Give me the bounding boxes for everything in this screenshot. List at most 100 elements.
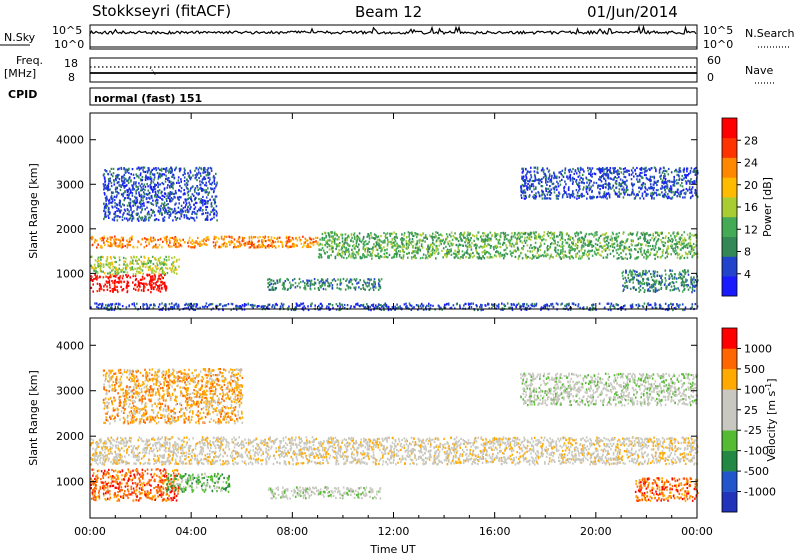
power-cell	[341, 244, 344, 247]
power-cell	[279, 280, 281, 283]
power-cell	[496, 250, 498, 253]
power-cell	[415, 236, 418, 239]
power-cell	[672, 184, 675, 187]
power-cell	[616, 257, 619, 260]
power-cell	[638, 186, 640, 189]
power-cell	[116, 269, 119, 272]
power-cell	[693, 180, 695, 183]
power-cell	[506, 246, 508, 249]
power-cell	[113, 183, 116, 186]
power-cell	[140, 243, 142, 246]
power-cell	[476, 244, 478, 247]
power-cell	[303, 244, 305, 247]
power-cell	[112, 197, 114, 200]
power-cell	[169, 214, 172, 217]
power-cell	[168, 197, 171, 200]
power-cell	[331, 245, 334, 248]
power-cell	[161, 198, 164, 201]
freq-label-1: Freq.	[16, 54, 43, 67]
power-cell	[362, 247, 365, 250]
power-cell	[435, 250, 438, 253]
power-cell	[123, 184, 126, 187]
power-cell	[378, 242, 380, 245]
power-cell	[350, 254, 352, 257]
power-cell	[630, 169, 633, 172]
power-cell	[261, 242, 264, 245]
power-cell	[366, 253, 369, 256]
power-cell	[594, 252, 596, 255]
power-cell	[648, 241, 650, 244]
power-cell	[288, 238, 291, 242]
power-cell	[590, 170, 592, 173]
power-cell	[155, 266, 157, 269]
power-cell	[679, 170, 682, 173]
power-cell	[305, 245, 308, 248]
power-cell	[141, 207, 143, 211]
power-cell	[563, 253, 565, 257]
power-cell	[654, 289, 657, 292]
power-cell	[142, 196, 144, 199]
power-cell	[415, 249, 417, 252]
power-cell	[408, 251, 410, 254]
power-cell	[358, 248, 360, 251]
power-cell	[387, 240, 389, 243]
power-cell	[526, 249, 529, 252]
power-cell	[608, 196, 611, 199]
power-cell	[402, 253, 405, 257]
power-cell	[260, 245, 263, 248]
power-cell	[348, 253, 351, 256]
power-cell	[561, 243, 564, 246]
power-cell	[576, 194, 579, 197]
power-cell	[144, 219, 146, 222]
power-cell	[648, 234, 650, 237]
power-cell	[272, 283, 275, 286]
power-cell	[248, 240, 251, 243]
power-cell	[688, 188, 691, 191]
power-cell	[118, 199, 121, 202]
power-cell	[152, 239, 155, 242]
power-cell	[135, 259, 137, 262]
power-cell	[535, 237, 538, 240]
power-cell	[439, 241, 442, 244]
power-cell	[115, 275, 117, 278]
power-cell	[571, 176, 574, 179]
power-cell	[151, 269, 154, 272]
power-cell	[120, 285, 122, 288]
power-cell	[622, 191, 625, 194]
power-cell	[393, 248, 396, 252]
power-cell	[689, 182, 691, 185]
power-cell	[608, 186, 610, 189]
power-cell	[271, 286, 274, 289]
power-cell	[651, 195, 653, 198]
power-cell	[539, 236, 542, 239]
power-cell	[442, 238, 444, 241]
power-cell	[127, 179, 130, 182]
power-cell	[630, 178, 633, 181]
power-cell	[286, 242, 288, 245]
power-cell	[621, 249, 624, 252]
power-cell	[186, 183, 189, 186]
power-cell	[129, 216, 132, 220]
power-cell	[431, 243, 433, 246]
power-cell	[91, 255, 93, 258]
power-cell	[267, 278, 269, 281]
power-cell	[139, 178, 142, 181]
power-cell	[607, 241, 610, 244]
power-cell	[644, 289, 646, 292]
power-cell	[558, 191, 560, 194]
power-cell	[689, 169, 692, 173]
power-cell	[682, 276, 684, 279]
power-cell	[673, 235, 676, 238]
power-cell	[624, 170, 627, 173]
power-cell	[173, 209, 175, 212]
power-cell	[684, 196, 686, 199]
power-cell	[521, 183, 524, 187]
power-cell	[159, 183, 162, 186]
power-cell	[155, 243, 157, 246]
power-cell	[360, 240, 363, 244]
power-cell	[147, 167, 150, 170]
power-cell	[536, 171, 538, 174]
power-cell	[592, 245, 595, 248]
power-cell	[200, 168, 203, 171]
